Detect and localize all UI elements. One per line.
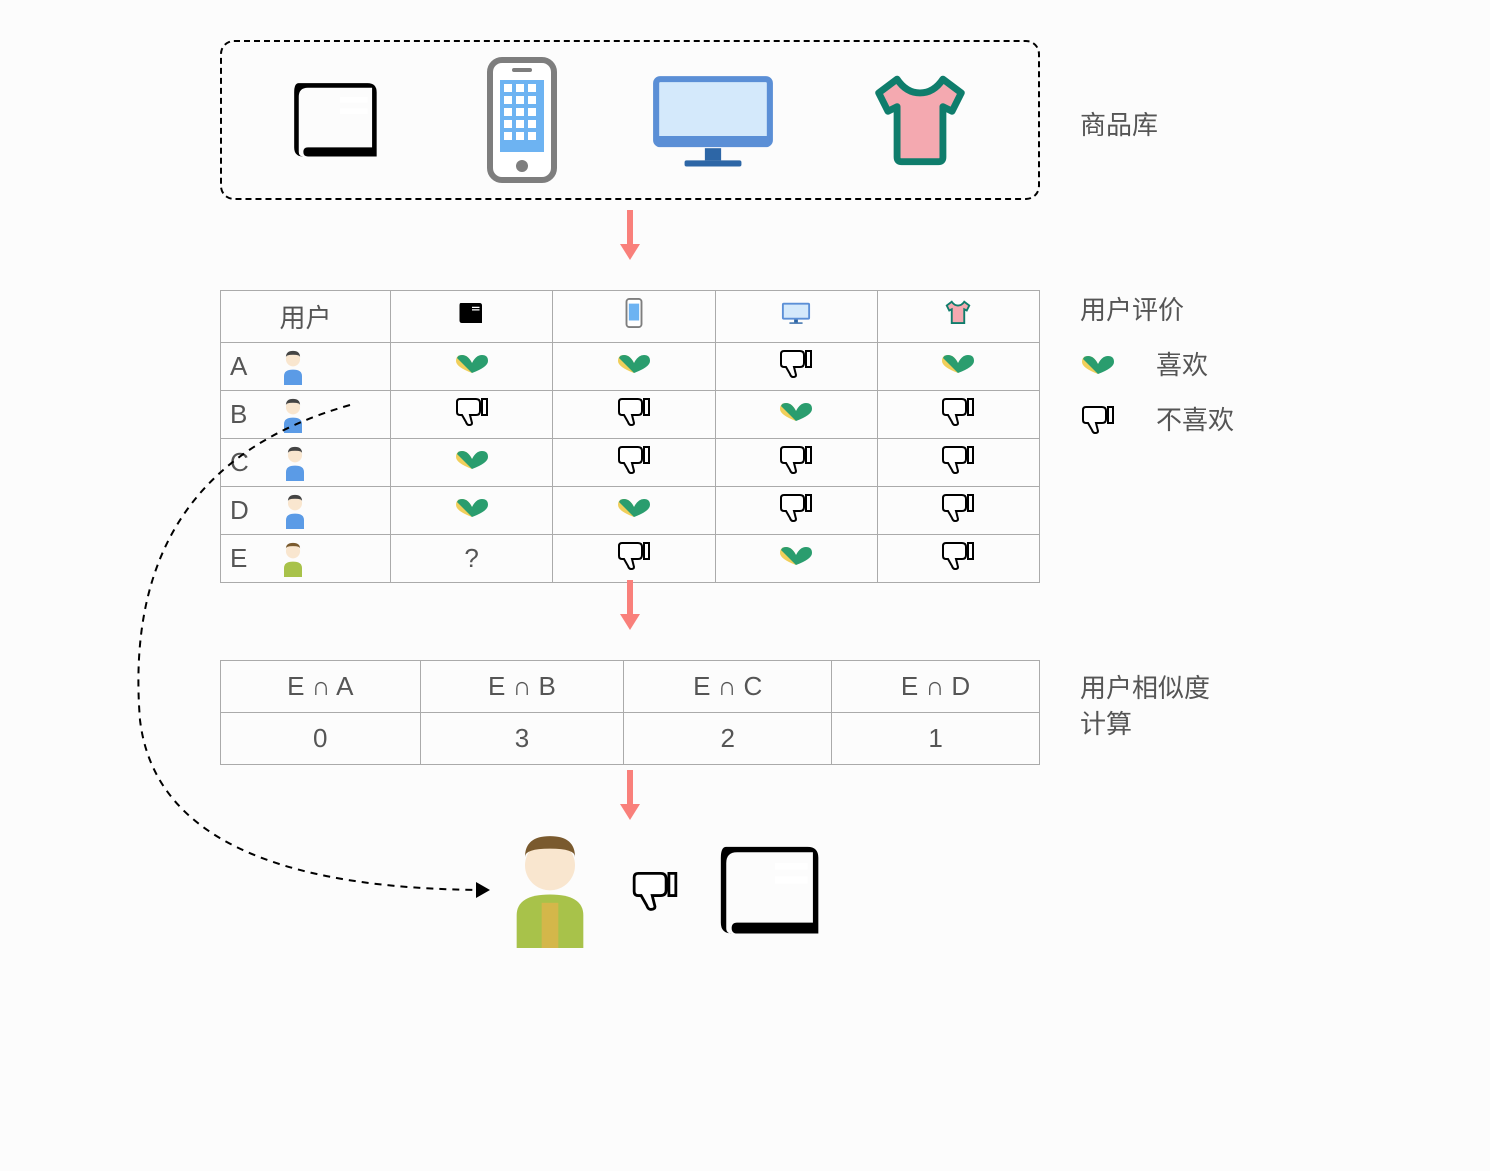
monitor-column-header	[715, 291, 877, 343]
table-row: E?	[221, 535, 1040, 583]
sim-header: E ∩ A	[221, 661, 421, 713]
rating-cell	[877, 535, 1039, 583]
similarity-label: 用户相似度 计算	[1080, 670, 1210, 743]
table-row: D	[221, 487, 1040, 535]
rating-cell	[553, 487, 715, 535]
rating-cell	[553, 343, 715, 391]
heart-icon	[778, 399, 814, 423]
tshirt-icon	[865, 70, 975, 170]
sim-header: E ∩ C	[624, 661, 832, 713]
like-label: 喜欢	[1156, 345, 1208, 382]
user-rating-table: 用户 ABCDE?	[220, 290, 1040, 583]
phone-column-header	[553, 291, 715, 343]
rating-cell	[715, 487, 877, 535]
legend-title: 用户评价	[1080, 290, 1234, 327]
heart-icon	[454, 351, 490, 375]
arrow-icon	[620, 770, 640, 820]
rating-cell	[553, 439, 715, 487]
rating-cell	[391, 391, 553, 439]
user-id: B	[230, 399, 247, 430]
heart-icon	[1080, 352, 1116, 376]
user-id: D	[230, 495, 249, 526]
user-avatar-icon	[277, 445, 313, 481]
heart-icon	[616, 351, 652, 375]
thumbsdown-icon	[940, 396, 976, 426]
user-avatar-icon	[275, 349, 311, 385]
rating-cell	[391, 487, 553, 535]
heart-icon	[778, 543, 814, 567]
rating-cell	[553, 391, 715, 439]
table-row: C	[221, 439, 1040, 487]
table-row: B	[221, 391, 1040, 439]
user-avatar-icon	[275, 541, 311, 577]
thumbsdown-icon	[1080, 404, 1116, 434]
arrow-icon	[620, 210, 640, 260]
rating-cell: ?	[391, 535, 553, 583]
thumbsdown-icon	[940, 492, 976, 522]
rating-cell	[391, 439, 553, 487]
sim-header: E ∩ D	[832, 661, 1040, 713]
heart-icon	[940, 351, 976, 375]
rating-cell	[553, 535, 715, 583]
rating-legend: 用户评价 喜欢 不喜欢	[1080, 290, 1234, 455]
monitor-icon	[648, 70, 778, 170]
heart-icon	[454, 495, 490, 519]
product-library-label: 商品库	[1080, 105, 1158, 142]
thumbsdown-icon	[940, 444, 976, 474]
sim-value: 1	[832, 713, 1040, 765]
similarity-table: E ∩ AE ∩ BE ∩ CE ∩ D 0321	[220, 660, 1040, 765]
book-column-header	[391, 291, 553, 343]
phone-icon	[482, 60, 562, 180]
sim-value: 2	[624, 713, 832, 765]
thumbsdown-icon	[616, 540, 652, 570]
thumbsdown-icon	[940, 540, 976, 570]
thumbsdown-icon	[616, 444, 652, 474]
table-row: A	[221, 343, 1040, 391]
user-id: A	[230, 351, 247, 382]
rating-cell	[715, 439, 877, 487]
heart-icon	[616, 495, 652, 519]
thumbsdown-icon	[454, 396, 490, 426]
rating-cell	[877, 343, 1039, 391]
rating-cell	[715, 343, 877, 391]
thumbsdown-icon	[630, 869, 680, 911]
thumbsdown-icon	[778, 348, 814, 378]
thumbsdown-icon	[778, 492, 814, 522]
sim-value: 0	[221, 713, 421, 765]
arrow-icon	[620, 580, 640, 630]
rating-cell	[715, 391, 877, 439]
result-row	[500, 830, 840, 950]
user-avatar-icon	[275, 397, 311, 433]
book-icon	[285, 70, 395, 170]
tshirt-column-header	[877, 291, 1039, 343]
sim-value: 3	[420, 713, 624, 765]
rating-cell	[391, 343, 553, 391]
sim-header: E ∩ B	[420, 661, 624, 713]
rating-cell	[715, 535, 877, 583]
user-avatar-icon	[277, 493, 313, 529]
user-id: E	[230, 543, 247, 574]
heart-icon	[454, 447, 490, 471]
rating-cell	[877, 439, 1039, 487]
user-id: C	[230, 447, 249, 478]
thumbsdown-icon	[616, 396, 652, 426]
user-avatar-icon	[500, 830, 600, 950]
product-library-box	[220, 40, 1040, 200]
thumbsdown-icon	[778, 444, 814, 474]
rating-cell	[877, 391, 1039, 439]
dislike-label: 不喜欢	[1156, 400, 1234, 437]
rating-cell	[877, 487, 1039, 535]
user-column-header: 用户	[221, 291, 391, 343]
book-icon	[710, 835, 840, 945]
